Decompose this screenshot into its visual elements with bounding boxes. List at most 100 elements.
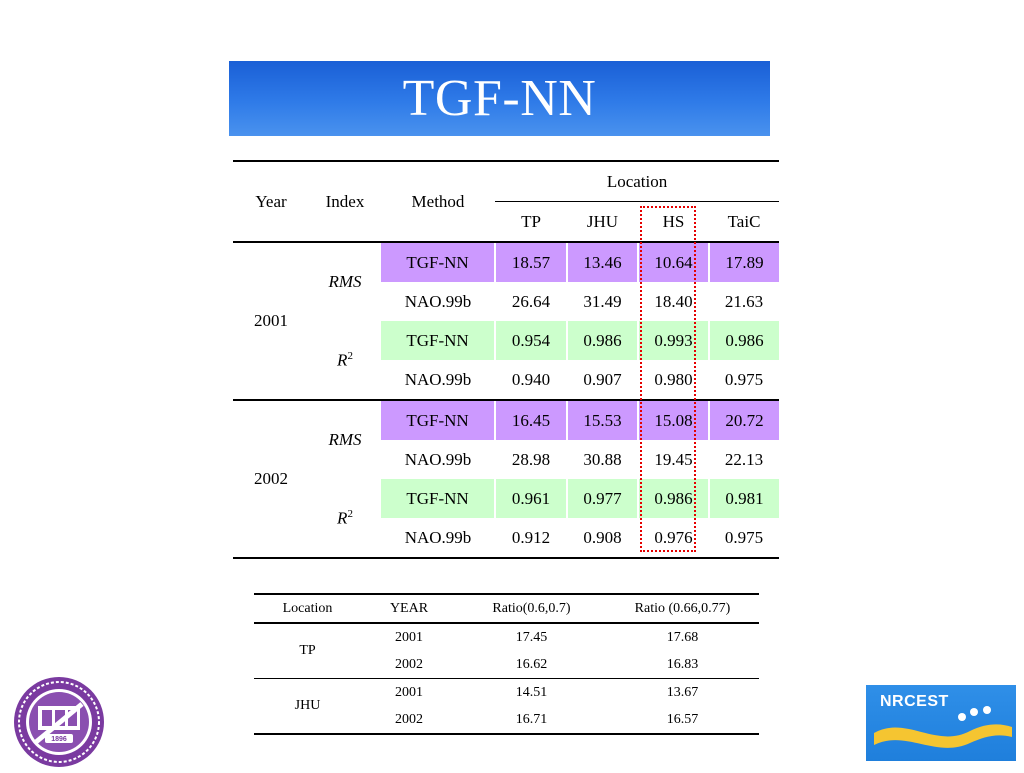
ratio-header-year: YEAR	[361, 593, 457, 624]
seal-year: 1896	[51, 736, 67, 743]
method-cell: TGF-NN	[381, 479, 495, 518]
index-r-label: R	[337, 350, 348, 370]
seal-graphic: 1896	[14, 677, 104, 767]
value-cell: 0.977	[566, 479, 638, 518]
ratio-header-ratio2: Ratio (0.66,0.77)	[606, 593, 759, 624]
location-cell: TP	[254, 623, 361, 679]
year-cell: 2001	[395, 684, 423, 700]
value-cell: 18.40	[654, 291, 693, 311]
table-row: 2002 16.71 16.57	[254, 706, 759, 735]
value-cell: 0.993	[637, 321, 709, 360]
table-row: R2 TGF-NN 0.961 0.977 0.986 0.981	[233, 479, 780, 559]
index-cell: RMS	[328, 430, 362, 449]
table-row: NAO.99b 0.940 0.907 0.980 0.975	[233, 360, 780, 401]
ratio2-cell: 17.68	[666, 629, 699, 645]
value-cell: 0.954	[494, 321, 567, 360]
nrcest-logo: NRCEST	[866, 685, 1016, 761]
location-cell: JHU	[254, 678, 361, 735]
table-row: TP 2001 17.45 17.68	[254, 623, 759, 679]
university-seal-icon: 1896	[12, 676, 106, 768]
comparison-table: Year Index Method Location TP JHU HS Tai…	[233, 160, 780, 559]
ratio-header-row: Location YEAR Ratio(0.6,0.7) Ratio (0.66…	[254, 593, 759, 624]
ratio2-cell: 16.57	[606, 706, 759, 735]
table-row: 2002 RMS TGF-NN 16.45 15.53 15.08 20.72	[233, 400, 780, 559]
ratio1-cell: 14.51	[515, 684, 548, 700]
method-cell: TGF-NN	[381, 321, 495, 360]
value-cell: 0.980	[638, 360, 709, 401]
method-cell: NAO.99b	[404, 291, 472, 311]
value-cell: 0.940	[495, 360, 567, 401]
header-loc-hs: HS	[638, 201, 709, 243]
value-cell: 0.975	[709, 360, 780, 401]
table-row: R2 TGF-NN 0.954 0.986 0.993 0.986	[233, 321, 780, 401]
value-cell: 17.89	[707, 242, 780, 282]
method-cell: NAO.99b	[381, 360, 495, 401]
header-method: Method	[381, 160, 495, 243]
value-cell: 0.961	[494, 479, 567, 518]
method-cell: TGF-NN	[381, 400, 495, 440]
value-cell: 26.64	[511, 291, 551, 311]
index-r-sup: 2	[347, 349, 353, 362]
value-cell: 30.88	[583, 449, 622, 469]
value-cell: 18.57	[494, 242, 567, 282]
method-cell: TGF-NN	[381, 242, 495, 282]
value-cell: 0.986	[566, 321, 638, 360]
year-cell: 2001	[395, 629, 423, 645]
value-cell: 0.981	[707, 479, 780, 518]
slide-title: TGF-NN	[402, 70, 597, 127]
index-cell: R2	[309, 479, 381, 559]
value-cell: 15.08	[637, 400, 709, 440]
table-row: 2002 16.62 16.83	[254, 651, 759, 679]
year-cell: 2002	[361, 706, 457, 735]
index-cell: R2	[309, 321, 381, 401]
header-row-1: Year Index Method Location	[233, 160, 780, 243]
index-cell: RMS	[328, 272, 362, 291]
value-cell: 20.72	[707, 400, 780, 440]
ratio-header-location: Location	[254, 593, 361, 624]
year-cell: 2002	[233, 400, 309, 559]
table-row: NAO.99b 0.912 0.908 0.976 0.975	[233, 518, 780, 559]
value-cell: 0.976	[638, 518, 709, 559]
value-cell: 0.908	[567, 518, 638, 559]
wave-graphic	[874, 706, 1012, 748]
ratio1-cell: 16.71	[457, 706, 606, 735]
header-loc-taic: TaiC	[709, 201, 780, 243]
nrcest-logo-text: NRCEST	[880, 693, 949, 710]
value-cell: 31.49	[583, 291, 622, 311]
value-cell: 28.98	[511, 449, 551, 469]
value-cell: 0.986	[637, 479, 709, 518]
value-cell: 0.907	[567, 360, 638, 401]
title-banner: TGF-NN	[229, 61, 770, 136]
ratio1-cell: 17.45	[515, 629, 548, 645]
header-index: Index	[309, 160, 381, 243]
index-r-sup: 2	[347, 507, 353, 520]
table-row: JHU 2001 14.51 13.67	[254, 678, 759, 735]
ratio-table: Location YEAR Ratio(0.6,0.7) Ratio (0.66…	[254, 593, 759, 735]
value-cell: 22.13	[724, 449, 764, 469]
header-row-2: TP JHU HS TaiC	[233, 201, 780, 243]
value-cell: 0.912	[495, 518, 567, 559]
value-cell: 0.975	[709, 518, 780, 559]
ratio2-cell: 13.67	[666, 684, 699, 700]
year-cell: 2002	[361, 651, 457, 679]
table-row: 2001 RMS TGF-NN 18.57 13.46 10.64 17.89	[233, 242, 780, 401]
ratio1-cell: 16.62	[457, 651, 606, 679]
index-r-label: R	[337, 508, 348, 528]
table-row: NAO.99b 26.64 31.49 18.40 21.63	[233, 282, 779, 321]
value-cell: 21.63	[724, 291, 764, 311]
ratio2-cell: 16.83	[606, 651, 759, 679]
header-loc-jhu: JHU	[567, 201, 638, 243]
value-cell: 10.64	[637, 242, 709, 282]
ratio-header-ratio1: Ratio(0.6,0.7)	[457, 593, 606, 624]
year-cell: 2001	[233, 242, 309, 401]
method-cell: NAO.99b	[404, 449, 472, 469]
header-loc-tp: TP	[495, 201, 567, 243]
value-cell: 13.46	[566, 242, 638, 282]
value-cell: 15.53	[566, 400, 638, 440]
header-year: Year	[233, 160, 309, 243]
method-cell: NAO.99b	[381, 518, 495, 559]
header-location: Location	[495, 160, 780, 202]
table-row: NAO.99b 28.98 30.88 19.45 22.13	[233, 440, 779, 479]
value-cell: 0.986	[707, 321, 780, 360]
value-cell: 19.45	[654, 449, 693, 469]
